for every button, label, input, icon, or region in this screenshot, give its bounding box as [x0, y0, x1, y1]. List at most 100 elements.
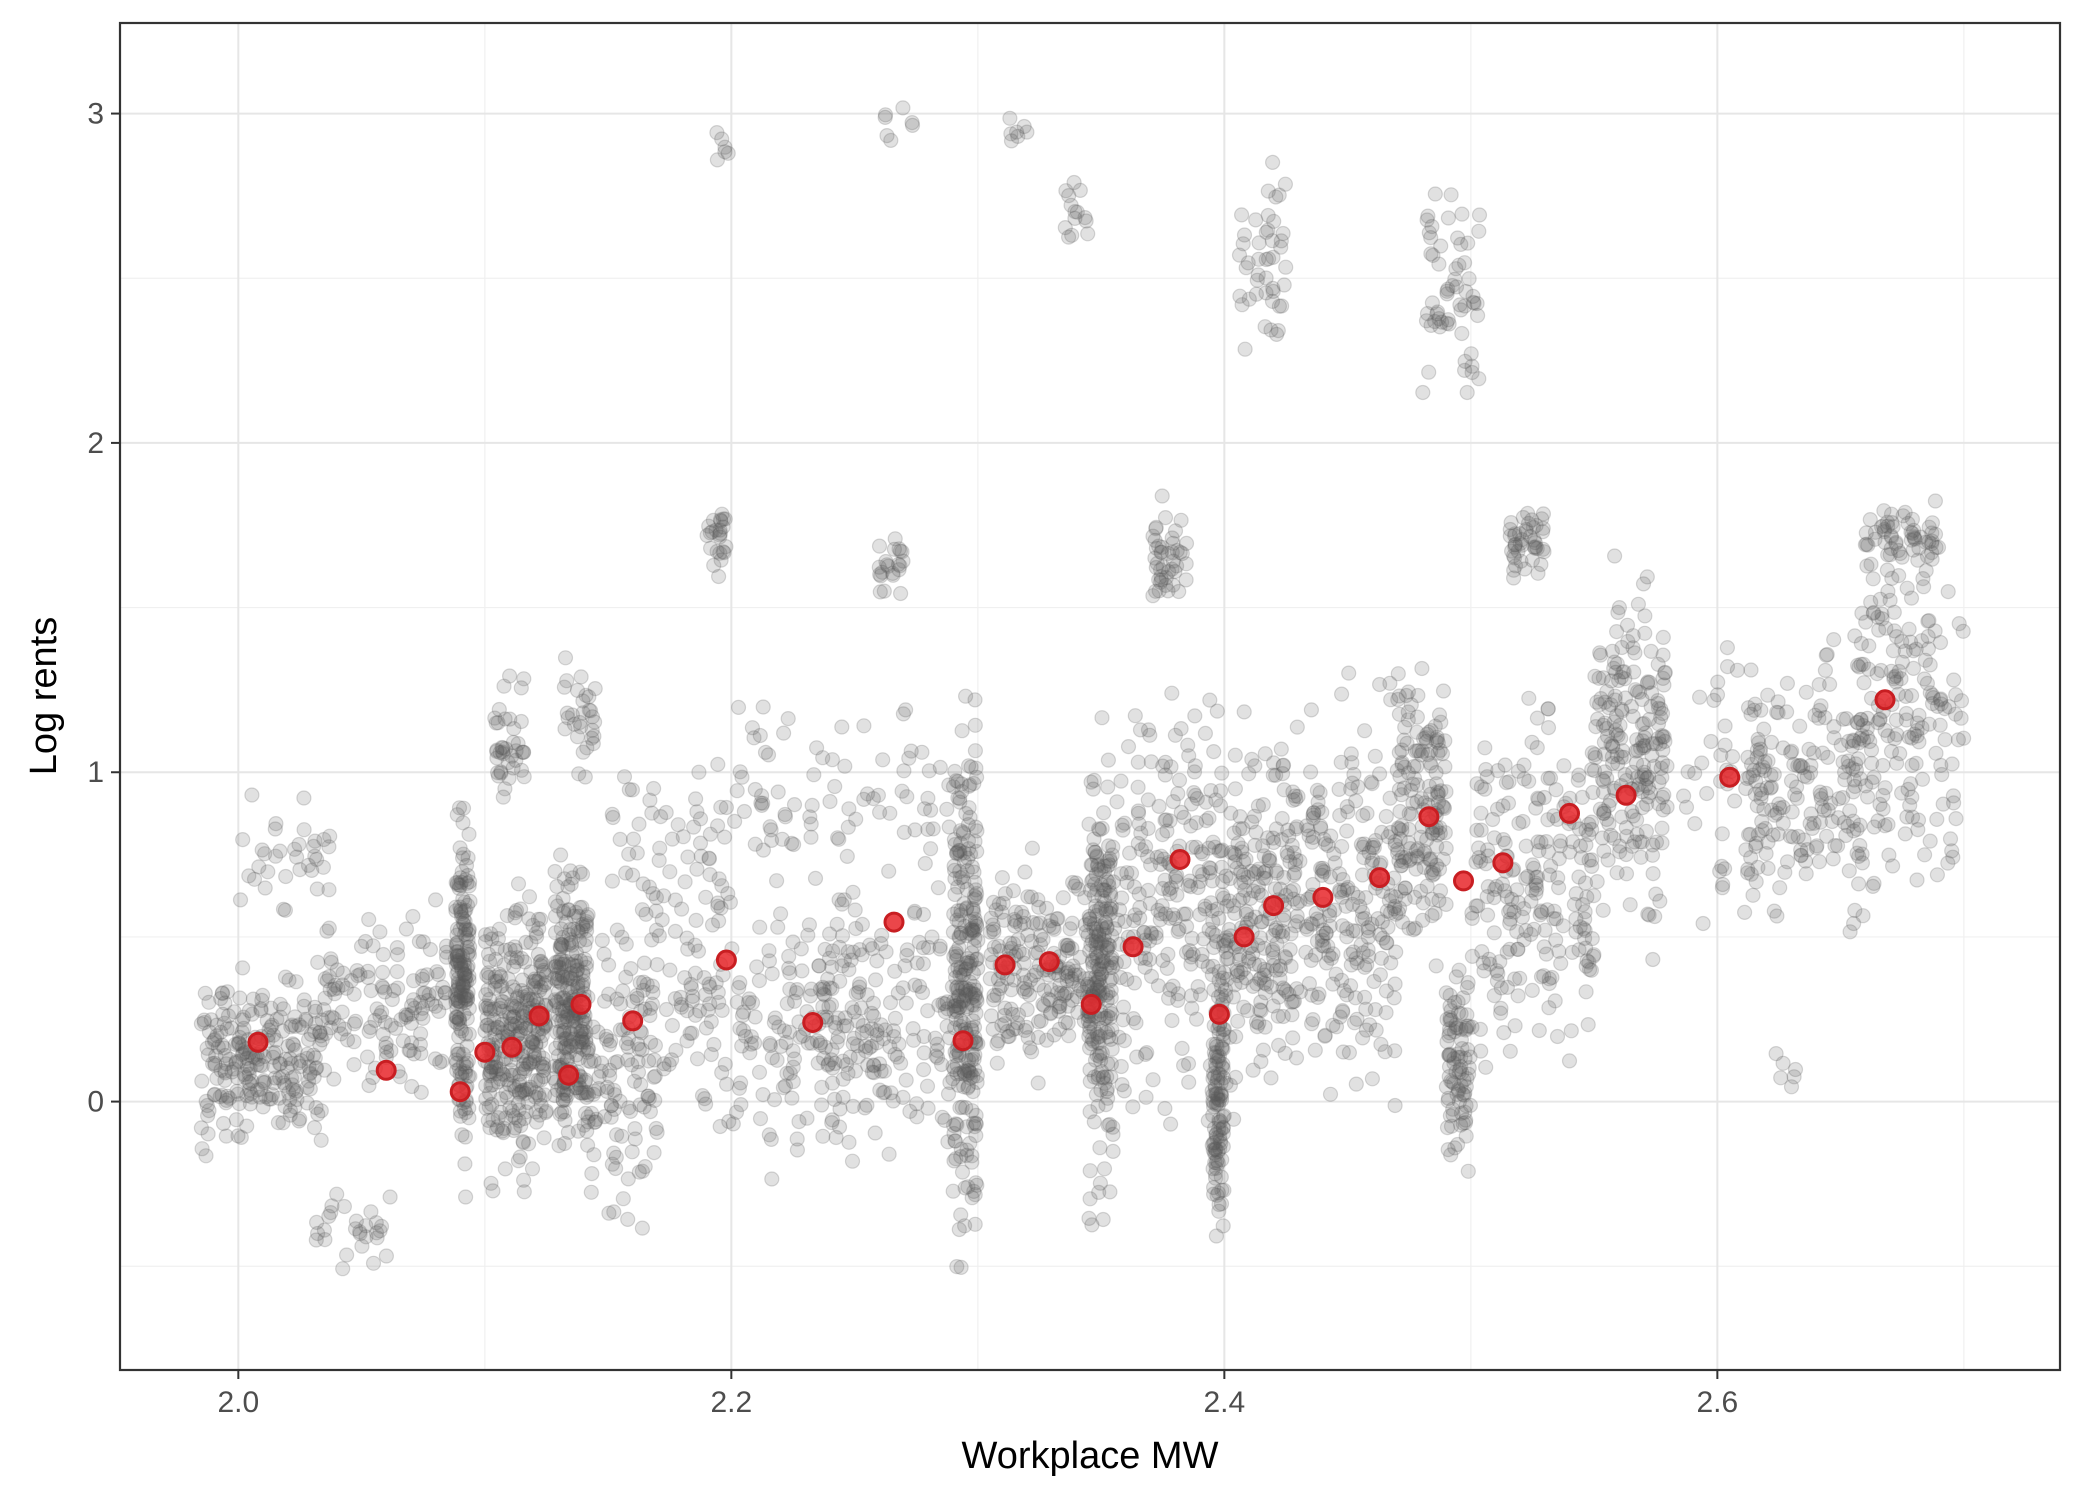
raw-point — [1273, 298, 1290, 314]
raw-point — [378, 1035, 394, 1052]
raw-point — [317, 990, 333, 1006]
raw-point — [844, 1153, 861, 1169]
raw-point — [213, 1024, 229, 1040]
raw-point — [624, 867, 641, 883]
raw-point — [563, 876, 579, 893]
raw-point — [877, 1084, 893, 1100]
raw-point — [1412, 883, 1429, 899]
raw-point — [1477, 781, 1493, 797]
raw-point — [831, 831, 847, 847]
raw-point — [766, 1091, 783, 1108]
raw-point — [272, 1056, 288, 1072]
raw-point — [608, 1149, 624, 1165]
raw-point — [957, 961, 974, 978]
raw-point — [1852, 817, 1868, 833]
raw-point — [1421, 364, 1437, 380]
raw-point — [621, 1100, 637, 1116]
raw-point — [571, 766, 587, 782]
raw-point — [1140, 882, 1156, 899]
raw-point — [1513, 553, 1529, 569]
raw-point — [510, 876, 527, 892]
raw-point — [1270, 1008, 1286, 1024]
raw-point — [213, 990, 229, 1007]
raw-point — [363, 1204, 379, 1220]
raw-point — [1580, 1016, 1596, 1033]
raw-point — [1263, 1070, 1279, 1086]
raw-point — [449, 1009, 465, 1026]
raw-point — [538, 1104, 554, 1121]
raw-point — [840, 1065, 856, 1082]
raw-point — [590, 1024, 606, 1040]
raw-point — [1116, 1083, 1132, 1099]
raw-point — [284, 1017, 300, 1033]
raw-point — [232, 990, 248, 1006]
raw-point — [200, 1107, 216, 1124]
raw-point — [299, 1079, 315, 1096]
raw-point — [1872, 591, 1888, 607]
raw-point — [1630, 742, 1646, 759]
raw-point — [1444, 1074, 1461, 1090]
raw-point — [489, 750, 505, 766]
raw-point — [1311, 986, 1327, 1002]
raw-point — [223, 1020, 240, 1036]
raw-point — [1739, 770, 1755, 787]
raw-point — [353, 938, 370, 955]
raw-point — [1911, 734, 1927, 750]
raw-point — [1092, 1140, 1108, 1156]
raw-point — [267, 1070, 283, 1086]
raw-point — [1872, 796, 1888, 813]
raw-point — [453, 957, 469, 973]
raw-point — [412, 1036, 428, 1053]
raw-point — [319, 973, 335, 989]
raw-point — [1477, 740, 1493, 756]
raw-point — [1455, 1115, 1471, 1132]
raw-point — [954, 723, 970, 739]
raw-point — [1951, 615, 1967, 632]
raw-observations-layer — [193, 100, 1972, 1277]
raw-point — [365, 938, 381, 954]
raw-point — [892, 543, 909, 559]
raw-point — [386, 982, 402, 999]
raw-point — [1427, 905, 1443, 921]
raw-point — [1023, 1044, 1040, 1060]
raw-point — [398, 1009, 414, 1025]
raw-point — [959, 881, 975, 898]
raw-point — [1204, 925, 1221, 941]
raw-point — [562, 921, 578, 938]
raw-point — [1456, 255, 1473, 271]
raw-point — [455, 815, 471, 831]
raw-point — [456, 990, 473, 1006]
raw-point — [967, 914, 984, 931]
raw-point — [347, 1221, 364, 1237]
raw-point — [461, 926, 477, 942]
raw-point — [374, 978, 390, 995]
raw-point — [346, 1056, 362, 1073]
raw-point — [1440, 210, 1457, 226]
raw-point — [1140, 820, 1156, 837]
raw-point — [1314, 862, 1331, 879]
raw-point — [452, 1108, 469, 1124]
raw-point — [1093, 900, 1110, 916]
raw-point — [1440, 1141, 1456, 1158]
raw-point — [1342, 978, 1359, 994]
raw-point — [523, 935, 539, 951]
raw-point — [1178, 944, 1195, 961]
raw-point — [1589, 873, 1605, 890]
raw-point — [420, 992, 436, 1009]
raw-point — [782, 965, 798, 981]
raw-point — [457, 1026, 474, 1042]
raw-point — [1389, 762, 1405, 778]
raw-point — [1500, 795, 1517, 811]
raw-point — [645, 984, 661, 1001]
raw-point — [357, 933, 374, 950]
raw-point — [1030, 977, 1046, 993]
raw-point — [431, 1003, 447, 1020]
raw-point — [241, 1066, 257, 1082]
raw-point — [459, 875, 475, 891]
raw-point — [1098, 1096, 1114, 1113]
raw-point — [885, 565, 901, 582]
raw-point — [1078, 213, 1094, 229]
raw-point — [1433, 314, 1450, 330]
raw-point — [1339, 823, 1355, 839]
raw-point — [277, 969, 294, 985]
